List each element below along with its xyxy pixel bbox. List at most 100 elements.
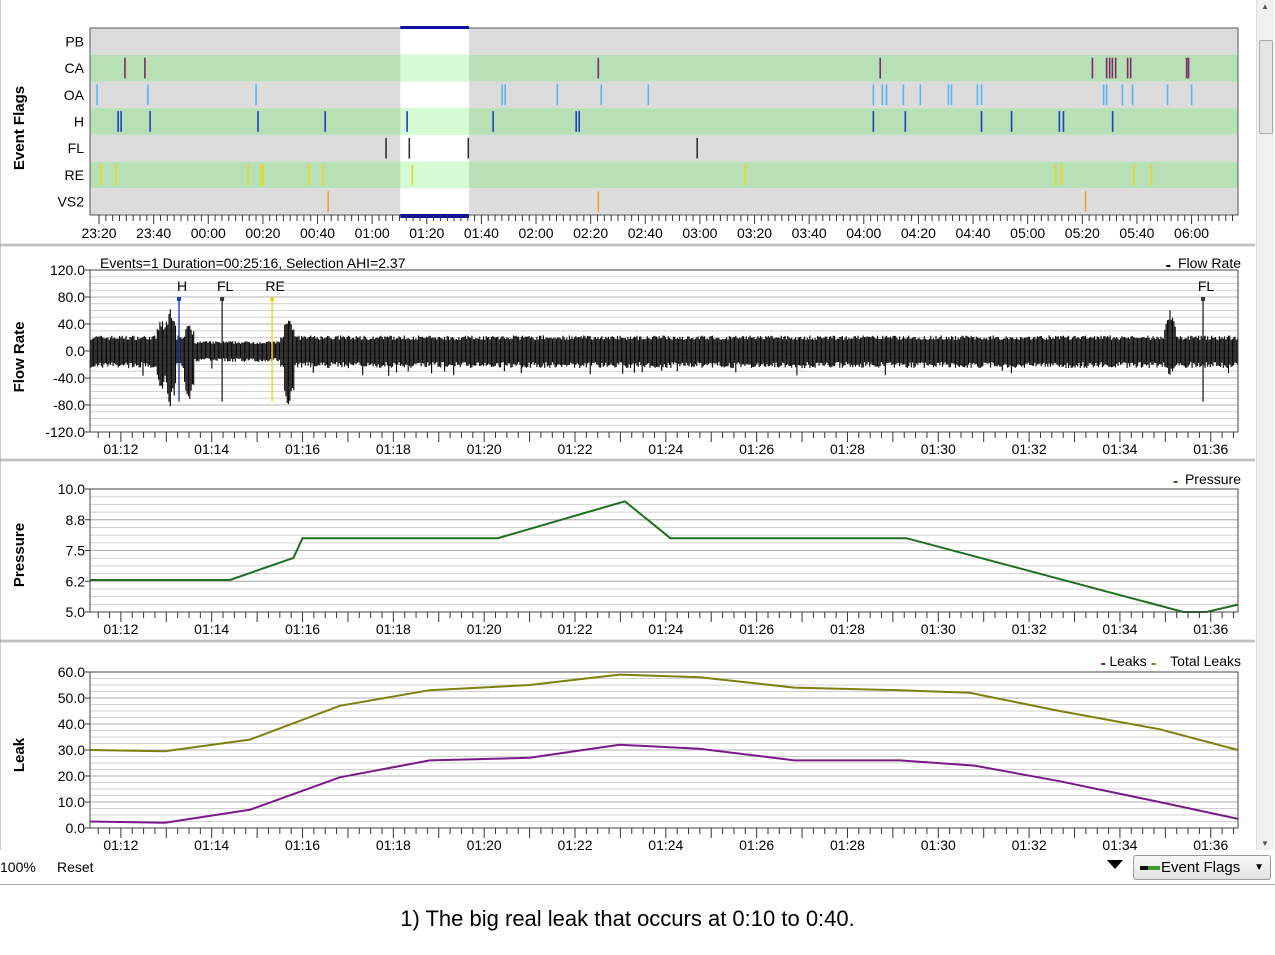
scroll-up-icon[interactable]: ▲ (1261, 2, 1269, 11)
event-marker-head (220, 297, 225, 302)
y-tick-label: 40.0 (58, 316, 85, 332)
x-tick-label: 02:20 (573, 225, 608, 241)
selection-band (400, 81, 470, 109)
x-tick-label: 01:22 (557, 621, 592, 637)
x-tick-label: 01:18 (376, 441, 411, 457)
x-tick-label: 04:20 (901, 225, 936, 241)
row-label-ca: CA (65, 60, 85, 76)
event-marker-label: H (177, 278, 187, 294)
x-tick-label: 03:00 (682, 225, 717, 241)
row-band (90, 28, 1238, 55)
x-tick-label: 00:40 (300, 225, 335, 241)
legend-label: Leaks (1109, 653, 1146, 669)
graph-select-dropdown[interactable]: Event Flags ▼ (1133, 855, 1271, 880)
x-tick-label: 23:20 (81, 225, 116, 241)
x-tick-label: 01:32 (1012, 837, 1047, 853)
x-tick-label: 01:34 (1102, 621, 1137, 637)
x-tick-label: 01:34 (1102, 441, 1137, 457)
x-tick-label: 05:00 (1010, 225, 1045, 241)
layout-menu-triangle-icon[interactable] (1107, 860, 1123, 869)
event-marker-label: FL (1198, 278, 1215, 294)
row-label-h: H (74, 114, 84, 130)
legend-label: Flow Rate (1178, 255, 1241, 271)
y-tick-label: 0.0 (66, 343, 86, 359)
x-tick-label: 00:00 (191, 225, 226, 241)
event-marker-label: RE (265, 278, 284, 294)
x-tick-label: 04:40 (956, 225, 991, 241)
x-tick-label: 01:20 (409, 225, 444, 241)
x-tick-label: 01:30 (921, 621, 956, 637)
caption: 1) The big real leak that occurs at 0:10… (400, 906, 855, 931)
x-tick-label: 01:40 (464, 225, 499, 241)
total-leaks-line (89, 673, 1239, 753)
row-band (90, 161, 1238, 189)
row-band (90, 188, 1238, 215)
y-tick-label: 30.0 (58, 742, 85, 758)
x-tick-label: 03:20 (737, 225, 772, 241)
selection-band (400, 108, 470, 135)
scroll-down-icon[interactable]: ▼ (1261, 839, 1269, 848)
x-tick-label: 06:00 (1174, 225, 1209, 241)
row-band (90, 54, 1238, 82)
y-tick-label: 0.0 (66, 820, 86, 836)
x-tick-label: 01:32 (1012, 621, 1047, 637)
legend-label: Pressure (1185, 471, 1241, 487)
legend-label: Total Leaks (1170, 653, 1241, 669)
x-tick-label: 05:20 (1065, 225, 1100, 241)
vertical-scrollbar[interactable]: ▲ ▼ (1256, 0, 1274, 850)
x-tick-label: 02:00 (519, 225, 554, 241)
y-tick-label: 6.2 (66, 573, 86, 589)
flow-rate-waveform (90, 309, 1239, 407)
row-label-oa: OA (64, 87, 85, 103)
x-tick-label: 05:40 (1119, 225, 1154, 241)
y-tick-label: 80.0 (58, 289, 85, 305)
x-tick-label: 01:22 (557, 441, 592, 457)
x-tick-label: 01:32 (1012, 441, 1047, 457)
x-tick-label: 01:20 (467, 621, 502, 637)
x-tick-label: 01:24 (648, 441, 683, 457)
x-tick-label: 01:18 (376, 837, 411, 853)
selection-band (400, 134, 470, 162)
x-tick-label: 23:40 (136, 225, 171, 241)
x-tick-label: 01:24 (648, 621, 683, 637)
x-tick-label: 01:30 (921, 837, 956, 853)
x-tick-label: 01:34 (1102, 837, 1137, 853)
row-band (90, 81, 1238, 109)
row-band (90, 108, 1238, 135)
x-tick-label: 01:30 (921, 441, 956, 457)
scrollbar-thumb[interactable] (1259, 40, 1273, 134)
selection-band (400, 188, 470, 215)
row-label-vs2: VS2 (58, 194, 85, 210)
x-tick-label: 00:20 (245, 225, 280, 241)
y-tick-label: 50.0 (58, 690, 85, 706)
x-tick-label: 01:14 (194, 441, 229, 457)
y-tick-label: 120.0 (50, 262, 85, 278)
swatch-icon (1140, 866, 1148, 870)
row-band (90, 134, 1238, 162)
x-tick-label: 01:20 (467, 441, 502, 457)
y-tick-label: 20.0 (58, 768, 85, 784)
leaks-line (89, 743, 1239, 824)
x-tick-label: 01:12 (103, 837, 138, 853)
selection-bar-bottom (400, 214, 470, 218)
x-tick-label: 01:12 (103, 441, 138, 457)
x-tick-label: 01:16 (285, 441, 320, 457)
x-tick-label: 01:28 (830, 441, 865, 457)
y-tick-label: 5.0 (66, 604, 86, 620)
x-tick-label: 01:36 (1193, 837, 1228, 853)
graph-panel[interactable]: Event Flags PB CA OA H FL RE VS2 23:20 23:40 00:00… (0, 0, 1275, 900)
legend-swatch (1151, 663, 1156, 665)
y-tick-label: 8.8 (66, 512, 86, 528)
plot-frame (89, 671, 1239, 829)
x-tick-label: 01:26 (739, 837, 774, 853)
legend-swatch (1166, 265, 1171, 267)
x-tick-label: 01:16 (285, 621, 320, 637)
dropdown-value: Event Flags (1161, 859, 1241, 876)
x-tick-label: 01:24 (648, 837, 683, 853)
chart-title: Events=1 Duration=00:25:16, Selection AH… (100, 255, 406, 271)
selection-band (400, 54, 470, 82)
x-tick-label: 01:26 (739, 621, 774, 637)
event-marker-head (177, 297, 182, 302)
x-tick-label: 03:40 (792, 225, 827, 241)
reset-button[interactable]: Reset (57, 859, 94, 875)
